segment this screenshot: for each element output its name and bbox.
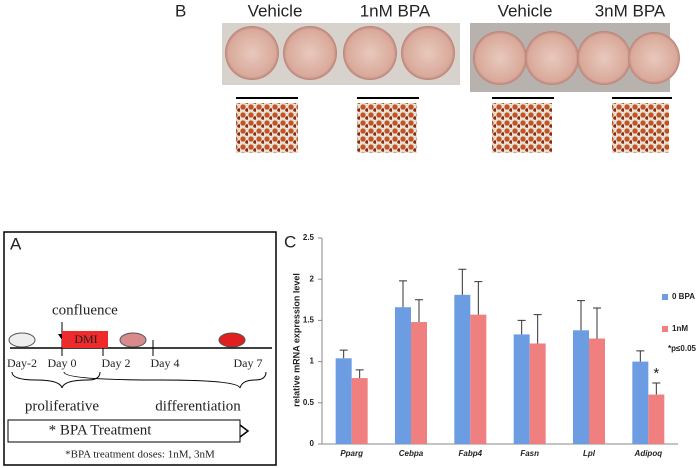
bar: [529, 343, 546, 444]
bar: [335, 358, 352, 444]
y-tick-label: 2.5: [303, 233, 315, 242]
y-tick-label: 2: [310, 274, 315, 283]
error-bar: [355, 369, 364, 379]
panel-label: A: [10, 234, 22, 253]
y-tick-label: 0.5: [303, 398, 315, 407]
doses-note: *BPA treatment doses: 1nM, 3nM: [65, 449, 215, 461]
plate-photo: [470, 23, 680, 92]
bar: [395, 307, 411, 444]
x-tick-label: Fasn: [520, 449, 539, 458]
timeline-panel: [3, 231, 277, 466]
y-tick-label: 0: [310, 439, 315, 448]
error-bar: [533, 314, 542, 344]
event-label: confluence: [52, 302, 118, 318]
column-label: Vehicle: [498, 1, 553, 20]
bar: [648, 394, 665, 444]
error-bar: [399, 280, 407, 308]
bar: [573, 330, 589, 444]
error-bar: [577, 300, 585, 331]
y-axis-label: relative mRNA expression level: [291, 273, 301, 407]
y-tick-label: 1: [310, 357, 315, 366]
bar: [589, 338, 605, 444]
error-bar: [636, 350, 645, 362]
treatment-label: * BPA Treatment: [49, 422, 153, 438]
error-bar: [339, 349, 348, 359]
micrographs: [236, 97, 672, 153]
day-label: Day 4: [151, 356, 180, 370]
bar: [513, 334, 530, 444]
bar: [411, 322, 427, 444]
error-bar: [517, 319, 526, 335]
phase-label: differentiation: [155, 398, 241, 414]
x-tick-label: Fabp4: [459, 449, 483, 458]
day-label: Day 7: [234, 356, 263, 370]
day-label: Day 2: [102, 356, 131, 370]
column-label: 3nM BPA: [595, 1, 666, 20]
legend-label: 0 BPA: [672, 292, 695, 301]
note: *p≤0.05: [668, 344, 697, 353]
bar: [632, 361, 649, 444]
column-label: 1nM BPA: [360, 1, 431, 20]
x-tick-label: Cebpa: [399, 449, 424, 458]
bar: [351, 378, 368, 444]
plate-photo: [222, 23, 460, 85]
error-bar: [458, 268, 467, 295]
panel-label: B: [175, 1, 186, 20]
y-tick-label: 1.5: [303, 316, 315, 325]
dmi-label: DMI: [74, 332, 97, 346]
x-tick-label: Lpl: [583, 449, 596, 458]
bar: [454, 294, 471, 444]
legend-label: 1nM: [672, 324, 688, 333]
panel-label: C: [284, 232, 296, 251]
error-bar: [474, 281, 483, 315]
day-label: Day 0: [48, 356, 77, 370]
bar: [470, 314, 487, 444]
error-bar: [652, 382, 661, 395]
x-tick-label: Pparg: [340, 449, 363, 458]
phase-label: proliferative: [25, 398, 99, 414]
legend-swatch: [662, 294, 668, 300]
error-bar: [415, 299, 423, 323]
day-label: Day-2: [7, 356, 37, 370]
significance-mark: *: [653, 365, 659, 382]
column-label: Vehicle: [248, 1, 303, 20]
chart: 0 0.5 1 1.5 2 2.5 Pparg Cebpa Fabp4 Fasn Lpl Adipoq…: [303, 233, 697, 458]
error-bar: [593, 307, 601, 339]
x-tick-label: Adipoq: [634, 449, 663, 458]
legend-swatch: [662, 326, 668, 332]
